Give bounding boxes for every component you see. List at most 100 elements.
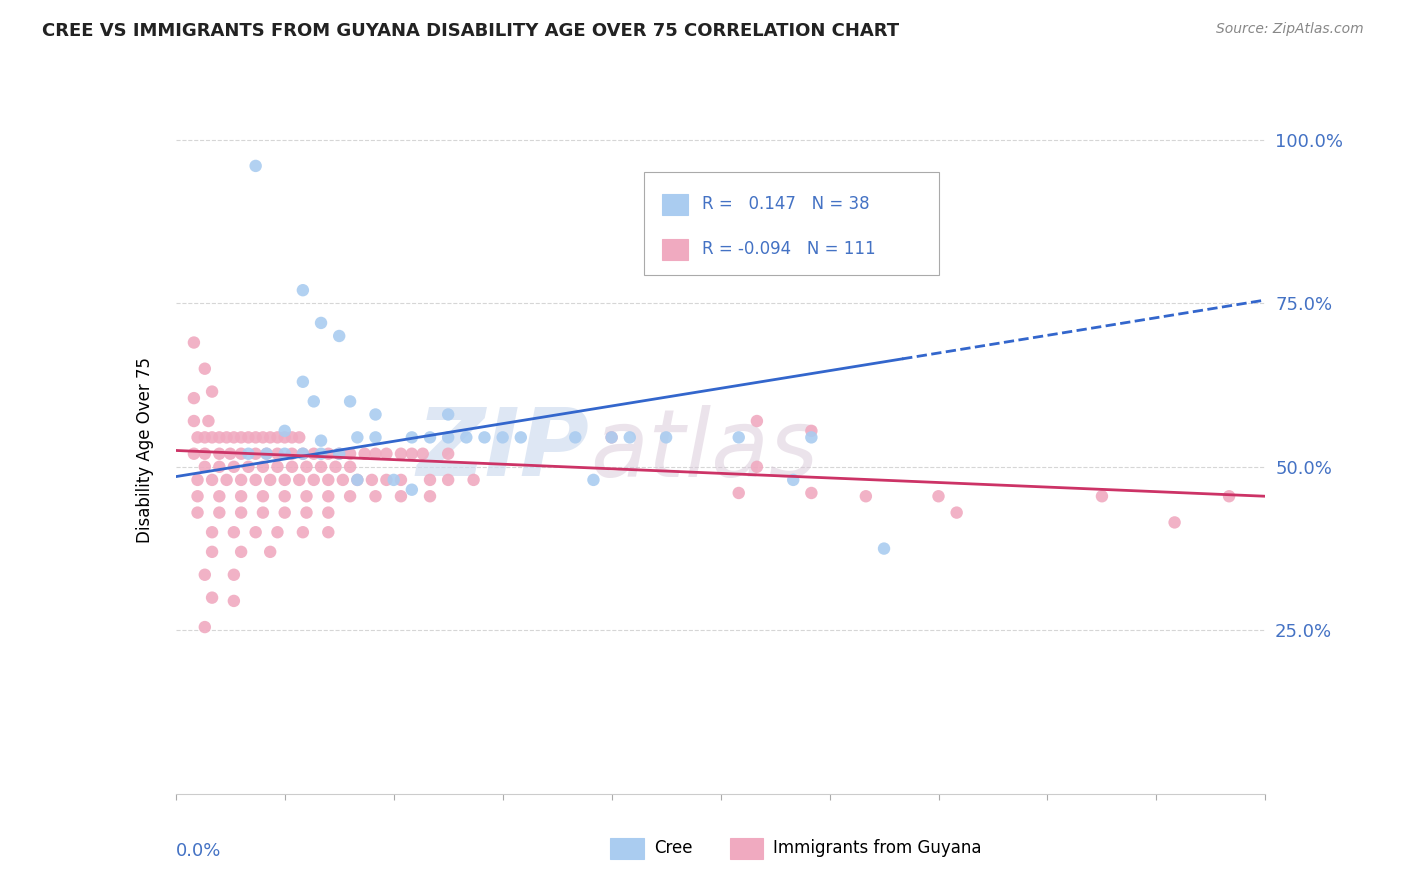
Point xyxy=(252,506,274,520)
Point xyxy=(231,447,253,461)
Point xyxy=(419,430,441,444)
Point xyxy=(231,506,253,520)
Point xyxy=(353,447,375,461)
Point xyxy=(222,594,245,608)
Point xyxy=(201,430,224,444)
Point xyxy=(727,486,749,500)
Point xyxy=(1091,489,1114,503)
Point xyxy=(288,430,311,444)
Point xyxy=(186,506,209,520)
Point xyxy=(238,447,260,461)
Point xyxy=(412,447,434,461)
Point xyxy=(295,506,318,520)
Point xyxy=(332,473,354,487)
Point xyxy=(215,430,238,444)
Point xyxy=(318,506,340,520)
Point xyxy=(266,447,288,461)
Point xyxy=(360,473,382,487)
Point xyxy=(291,525,314,540)
Point xyxy=(245,525,267,540)
Point xyxy=(186,489,209,503)
Point xyxy=(208,489,231,503)
Point xyxy=(318,525,340,540)
Point xyxy=(222,525,245,540)
Point xyxy=(309,434,332,448)
Point xyxy=(382,473,405,487)
Point xyxy=(201,545,224,559)
Point xyxy=(231,545,253,559)
Point xyxy=(302,447,325,461)
Point xyxy=(619,430,641,444)
Point xyxy=(259,545,281,559)
Text: atlas: atlas xyxy=(591,405,818,496)
Point xyxy=(266,430,288,444)
Point xyxy=(245,430,267,444)
Point xyxy=(256,447,278,461)
Text: Immigrants from Guyana: Immigrants from Guyana xyxy=(773,839,981,857)
Point xyxy=(208,447,231,461)
Point xyxy=(208,459,231,474)
Point xyxy=(219,447,242,461)
Point xyxy=(266,525,288,540)
Point xyxy=(231,430,253,444)
Point xyxy=(389,447,412,461)
Point xyxy=(238,459,260,474)
Point xyxy=(346,473,368,487)
Point xyxy=(295,459,318,474)
Point xyxy=(782,473,804,487)
Point xyxy=(318,473,340,487)
Point xyxy=(274,506,297,520)
Point xyxy=(291,375,314,389)
Point xyxy=(855,489,877,503)
Point xyxy=(215,473,238,487)
Point xyxy=(800,486,823,500)
Point xyxy=(194,459,217,474)
Point xyxy=(600,430,623,444)
Point xyxy=(302,394,325,409)
Point xyxy=(222,459,245,474)
Point xyxy=(600,430,623,444)
Point xyxy=(328,447,350,461)
Point xyxy=(291,447,314,461)
Point xyxy=(186,473,209,487)
Point xyxy=(325,459,347,474)
Point xyxy=(281,447,304,461)
Point xyxy=(745,459,768,474)
Point xyxy=(291,447,314,461)
Point xyxy=(419,489,441,503)
Point xyxy=(259,473,281,487)
Point xyxy=(463,473,485,487)
Point xyxy=(1218,489,1240,503)
Point xyxy=(401,430,423,444)
Point xyxy=(274,430,297,444)
Point xyxy=(375,447,398,461)
Point xyxy=(800,430,823,444)
Point xyxy=(328,329,350,343)
Point xyxy=(302,473,325,487)
Text: ZIP: ZIP xyxy=(418,404,591,497)
Point xyxy=(222,430,245,444)
Point xyxy=(238,430,260,444)
FancyBboxPatch shape xyxy=(662,194,688,216)
Point xyxy=(727,430,749,444)
Point xyxy=(281,430,304,444)
FancyBboxPatch shape xyxy=(644,172,939,276)
Point xyxy=(309,316,332,330)
Point xyxy=(509,430,531,444)
Point xyxy=(259,430,281,444)
Point xyxy=(194,567,217,582)
Point xyxy=(339,447,361,461)
Point xyxy=(183,391,205,405)
Point xyxy=(266,459,288,474)
Point xyxy=(800,424,823,438)
Point xyxy=(194,430,217,444)
Point xyxy=(288,473,311,487)
Point xyxy=(364,430,387,444)
Text: Source: ZipAtlas.com: Source: ZipAtlas.com xyxy=(1216,22,1364,37)
Point xyxy=(318,489,340,503)
Text: CREE VS IMMIGRANTS FROM GUYANA DISABILITY AGE OVER 75 CORRELATION CHART: CREE VS IMMIGRANTS FROM GUYANA DISABILIT… xyxy=(42,22,900,40)
Point xyxy=(274,447,297,461)
Point xyxy=(197,414,219,428)
Point xyxy=(194,620,217,634)
Point xyxy=(364,447,387,461)
